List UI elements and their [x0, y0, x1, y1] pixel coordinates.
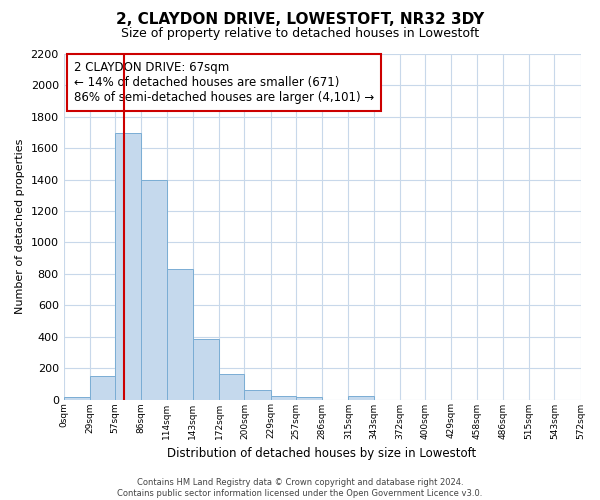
- Bar: [64, 397, 90, 400]
- Bar: [193, 339, 219, 400]
- Bar: [296, 397, 322, 400]
- Bar: [167, 269, 193, 400]
- Bar: [90, 376, 115, 400]
- Y-axis label: Number of detached properties: Number of detached properties: [15, 139, 25, 314]
- Text: 2 CLAYDON DRIVE: 67sqm
← 14% of detached houses are smaller (671)
86% of semi-de: 2 CLAYDON DRIVE: 67sqm ← 14% of detached…: [74, 61, 374, 104]
- Bar: [115, 132, 142, 400]
- Text: 2, CLAYDON DRIVE, LOWESTOFT, NR32 3DY: 2, CLAYDON DRIVE, LOWESTOFT, NR32 3DY: [116, 12, 484, 28]
- Text: Size of property relative to detached houses in Lowestoft: Size of property relative to detached ho…: [121, 28, 479, 40]
- Bar: [348, 396, 374, 400]
- Bar: [271, 396, 296, 400]
- Text: Contains HM Land Registry data © Crown copyright and database right 2024.
Contai: Contains HM Land Registry data © Crown c…: [118, 478, 482, 498]
- X-axis label: Distribution of detached houses by size in Lowestoft: Distribution of detached houses by size …: [167, 447, 477, 460]
- Bar: [219, 374, 244, 400]
- Bar: [244, 390, 271, 400]
- Bar: [142, 180, 167, 400]
